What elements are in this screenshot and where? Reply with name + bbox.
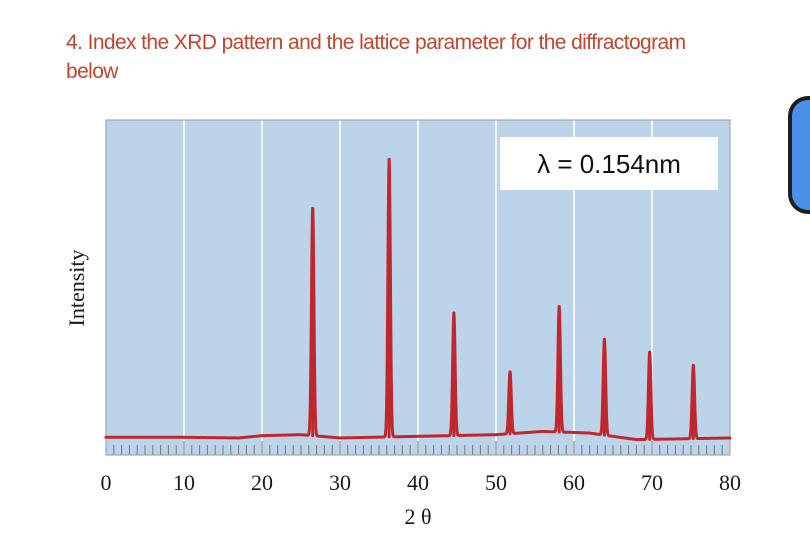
x-tick-label: 70: [641, 470, 663, 495]
x-tick-label: 0: [101, 470, 112, 495]
question-number: 4.: [66, 31, 83, 54]
minor-ticks: [105, 441, 731, 455]
question-body: Index the XRD pattern and the lattice pa…: [66, 31, 686, 83]
wavelength-box: [500, 137, 718, 190]
question-text: 4. Index the XRD pattern and the lattice…: [66, 28, 706, 86]
x-tick-label: 10: [173, 470, 195, 495]
x-tick-label: 60: [563, 470, 585, 495]
x-axis-title: 2 θ: [404, 504, 431, 529]
x-tick-label: 50: [485, 470, 507, 495]
y-axis-title: Intensity: [64, 250, 89, 327]
plot-frame: [105, 119, 731, 456]
x-tick-labels: 0 10 20 30 40 50 60 70 80: [101, 470, 742, 495]
x-tick-label: 80: [719, 470, 741, 495]
x-tick-label: 30: [329, 470, 351, 495]
x-tick-label: 20: [251, 470, 273, 495]
peak-marks: [311, 157, 695, 441]
wavelength-annotation: λ = 0.154nm: [537, 149, 681, 179]
x-tick-label: 40: [407, 470, 429, 495]
side-scroll-tab[interactable]: [792, 100, 810, 210]
xrd-trace: [104, 157, 732, 442]
